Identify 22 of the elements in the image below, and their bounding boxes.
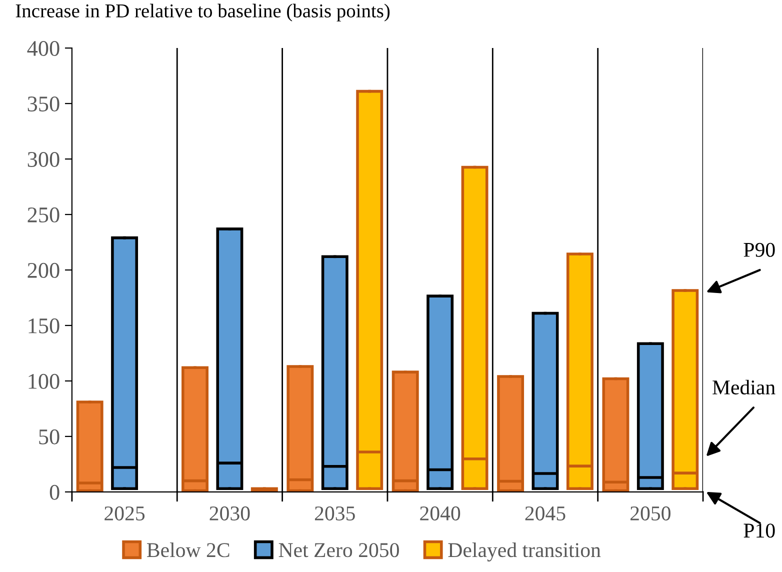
x-tick-label: 2045 xyxy=(525,506,566,520)
x-tick-label: 2030 xyxy=(210,506,250,520)
y-tick-label: 350 xyxy=(28,96,60,112)
text: Median xyxy=(712,380,776,394)
x-tick-label: 2050 xyxy=(630,506,670,520)
x-tick-label: 2040 xyxy=(420,506,460,520)
text: P10 xyxy=(744,524,775,538)
x-tick-label: 2025 xyxy=(104,506,145,520)
y-axis-title: Increase in PD relative to baseline (basis points) xyxy=(16,4,390,22)
legend-label: Delayed transition xyxy=(448,542,601,562)
text: P90 xyxy=(744,242,775,257)
legend-label: Net Zero 2050 xyxy=(278,543,399,558)
y-tick-label: 250 xyxy=(28,207,60,222)
y-tick-label: 100 xyxy=(28,374,60,389)
y-tick-label: 300 xyxy=(28,152,60,167)
x-tick-label: 2035 xyxy=(314,506,355,520)
y-tick-label: 200 xyxy=(28,262,60,278)
y-tick-label: 0 xyxy=(50,484,60,500)
y-tick-label: 50 xyxy=(39,429,60,444)
y-tick-label: 400 xyxy=(27,40,60,56)
legend-label: Below 2C xyxy=(147,542,230,558)
y-tick-label: 150 xyxy=(28,318,60,334)
